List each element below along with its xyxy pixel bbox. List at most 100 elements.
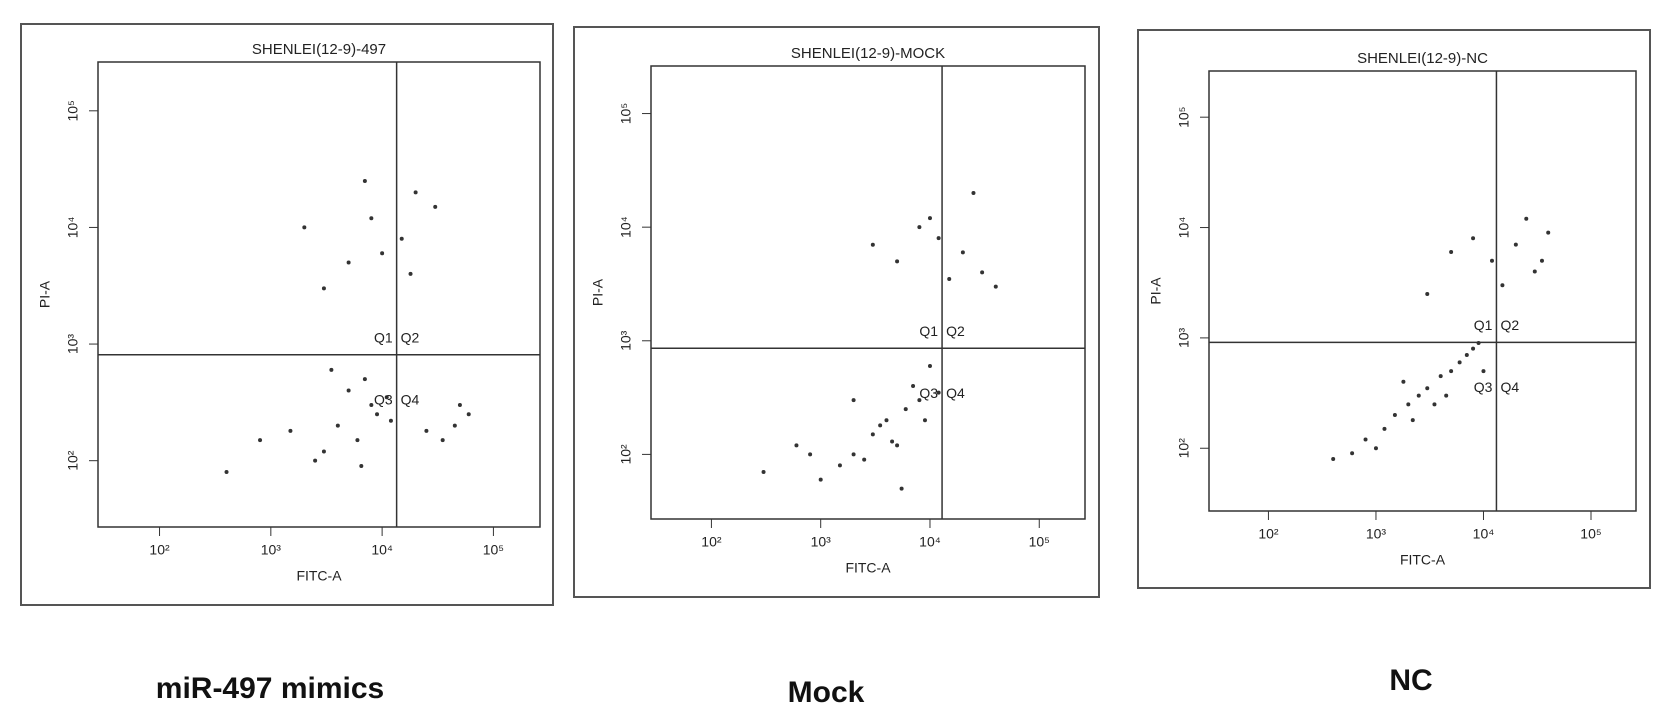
event-dot [1539, 258, 1544, 263]
panel-caption: Mock [788, 676, 865, 709]
y-tick-label: 10³ [1176, 327, 1192, 348]
quadrant-label: Q1 [374, 329, 393, 345]
event-dot [1449, 250, 1454, 255]
quadrant-label: Q2 [1500, 317, 1519, 333]
y-axis-label: PI-A [37, 280, 53, 308]
event-dot [927, 216, 932, 221]
event-dot [927, 363, 932, 368]
event-dot [224, 469, 229, 474]
x-tick-label: 10⁴ [371, 542, 393, 558]
x-tick-label: 10⁵ [1029, 534, 1050, 550]
event-dot [346, 260, 351, 265]
event-dot [1425, 291, 1430, 296]
quadrant-label: Q1 [919, 323, 938, 339]
quadrant-label: Q3 [1474, 379, 1493, 395]
x-tick-label: 10² [701, 534, 722, 550]
event-dot [895, 443, 900, 448]
plot-area [97, 61, 541, 528]
quadrant-label: Q4 [401, 391, 420, 407]
event-dot [384, 395, 389, 400]
panel-caption: NC [1389, 664, 1432, 697]
x-tick-label: 10² [149, 542, 170, 558]
quadrant-label: Q4 [946, 385, 965, 401]
event-dot [1489, 258, 1494, 263]
x-axis-label: FITC-A [845, 560, 891, 576]
event-dot [1464, 352, 1469, 357]
event-dot [1532, 269, 1537, 274]
y-tick-label: 10² [1176, 438, 1192, 459]
x-axis-label: FITC-A [296, 568, 342, 584]
event-dot [1425, 386, 1430, 391]
event-dot [369, 403, 374, 408]
event-dot [818, 477, 823, 482]
event-dot [1401, 379, 1406, 384]
event-dot [362, 377, 367, 382]
event-dot [362, 179, 367, 184]
event-dot [870, 242, 875, 247]
event-dot [890, 439, 895, 444]
event-dot [380, 251, 385, 256]
y-tick-label: 10⁵ [618, 103, 634, 124]
event-dot [895, 259, 900, 264]
event-dot [936, 390, 941, 395]
event-dot [1444, 393, 1449, 398]
event-dot [375, 412, 380, 417]
event-dot [1471, 236, 1476, 241]
event-dot [452, 423, 457, 428]
event-dot [369, 216, 374, 221]
event-dot [851, 398, 856, 403]
event-dot [1471, 346, 1476, 351]
x-tick-label: 10³ [261, 542, 282, 558]
quadrant-label: Q2 [946, 323, 965, 339]
panel-title: SHENLEI(12-9)-MOCK [791, 45, 945, 62]
y-tick-label: 10⁵ [65, 100, 81, 121]
event-dot [399, 236, 404, 241]
event-dot [884, 418, 889, 423]
event-dot [1524, 216, 1529, 221]
event-dot [971, 190, 976, 195]
event-dot [355, 438, 360, 443]
event-dot [440, 438, 445, 443]
x-tick-label: 10⁴ [919, 534, 941, 550]
event-dot [321, 286, 326, 291]
panel-title: SHENLEI(12-9)-NC [1357, 50, 1488, 67]
event-dot [878, 423, 883, 428]
event-dot [346, 388, 351, 393]
event-dot [899, 486, 904, 491]
event-dot [1546, 230, 1551, 235]
event-dot [433, 204, 438, 209]
x-tick-label: 10⁵ [1580, 526, 1601, 542]
event-dot [335, 423, 340, 428]
panel-caption: miR-497 mimics [156, 672, 384, 705]
event-dot [1373, 446, 1378, 451]
event-dot [321, 449, 326, 454]
event-dot [359, 464, 364, 469]
y-tick-label: 10³ [65, 334, 81, 355]
event-dot [960, 250, 965, 255]
x-axis-label: FITC-A [1400, 552, 1446, 568]
event-dot [870, 432, 875, 437]
event-dot [911, 383, 916, 388]
event-dot [1513, 242, 1518, 247]
x-tick-label: 10³ [1366, 526, 1387, 542]
event-dot [258, 438, 263, 443]
x-tick-label: 10² [1258, 526, 1279, 542]
x-tick-label: 10³ [811, 534, 832, 550]
event-dot [851, 452, 856, 457]
plot-area [1208, 70, 1637, 512]
event-dot [947, 276, 952, 281]
event-dot [862, 457, 867, 462]
y-tick-label: 10³ [618, 330, 634, 351]
quadrant-label: Q3 [374, 391, 393, 407]
event-dot [837, 463, 842, 468]
event-dot [1410, 418, 1415, 423]
event-dot [808, 452, 813, 457]
x-tick-label: 10⁴ [1473, 526, 1495, 542]
event-dot [922, 418, 927, 423]
event-dot [413, 190, 418, 195]
y-tick-label: 10² [65, 450, 81, 471]
event-dot [1392, 413, 1397, 418]
y-tick-label: 10⁴ [1176, 217, 1192, 239]
event-dot [993, 284, 998, 289]
